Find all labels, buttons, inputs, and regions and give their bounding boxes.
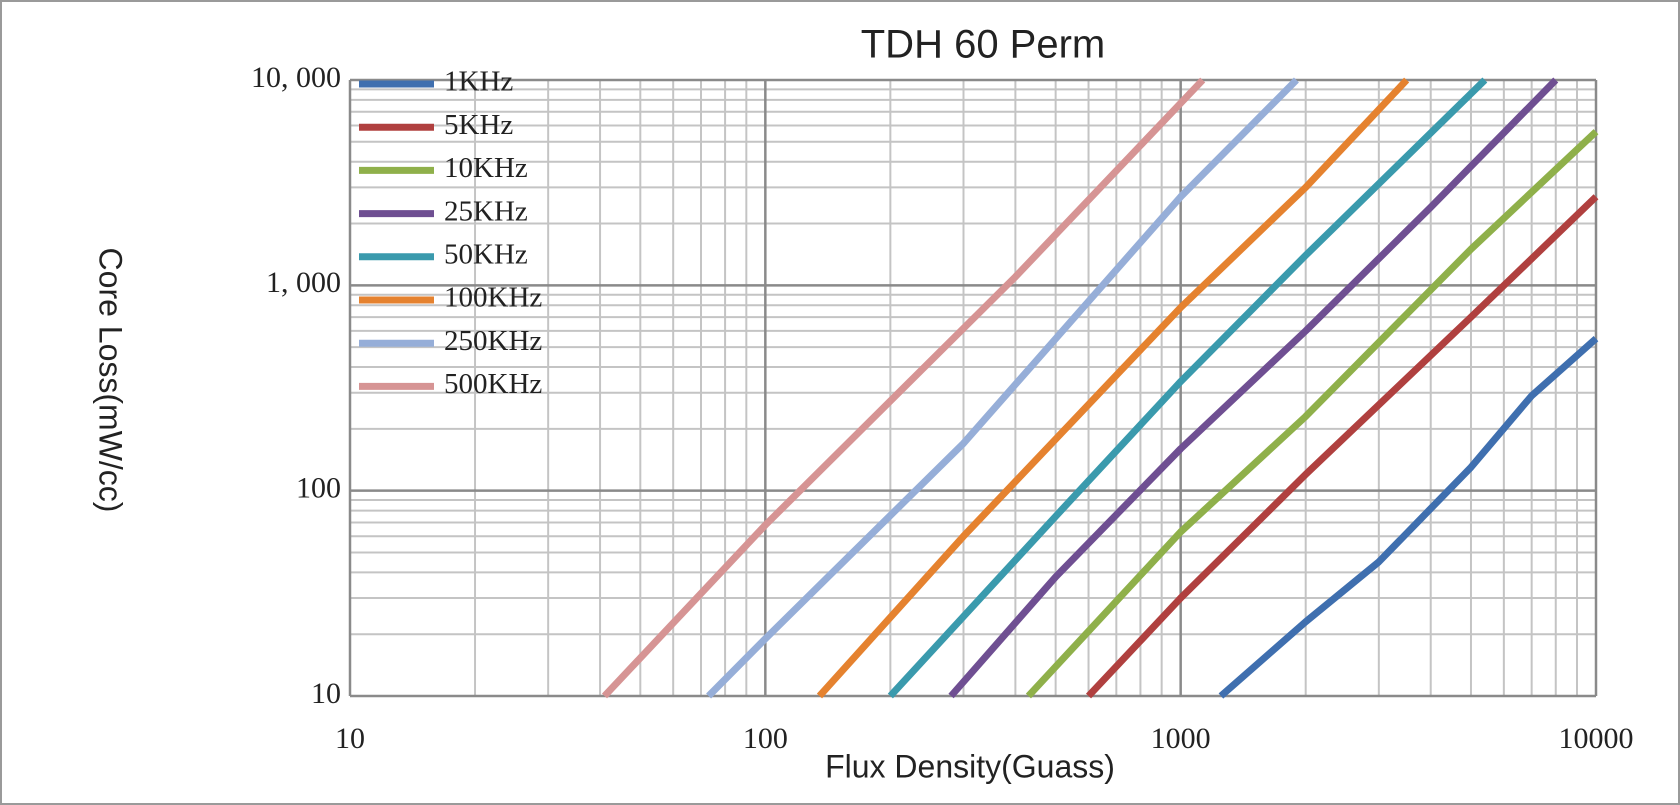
legend: 1KHz 5KHz 10KHz 25KHz 50KHz 100KHz 250KHz 500KH… xyxy=(359,66,542,400)
series-line xyxy=(1218,336,1599,699)
x-axis-label: Flux Density(Guass) xyxy=(825,748,1115,784)
legend-label: 10KHz xyxy=(444,152,528,184)
plot-lines xyxy=(601,77,1599,699)
x-tick-label: 1000 xyxy=(1151,722,1211,755)
series-line xyxy=(1025,129,1599,699)
y-axis-label: Core Loss(mW/cc) xyxy=(93,248,129,513)
series-line xyxy=(948,77,1559,699)
chart-title: TDH 60 Perm xyxy=(861,23,1106,67)
x-tick-label: 10 xyxy=(335,722,365,755)
series-line xyxy=(1085,194,1599,699)
series-line xyxy=(601,77,1206,699)
x-tick-label: 10000 xyxy=(1559,722,1634,755)
legend-label: 100KHz xyxy=(444,282,542,314)
series-line xyxy=(816,77,1410,699)
legend-label: 50KHz xyxy=(444,238,528,270)
y-tick-label: 10 xyxy=(311,677,341,710)
y-tick-label: 10, 000 xyxy=(251,61,341,94)
x-tick-label: 100 xyxy=(743,722,788,755)
legend-label: 250KHz xyxy=(444,325,542,357)
legend-label: 1KHz xyxy=(444,66,513,98)
y-tick-label: 100 xyxy=(296,472,341,505)
legend-label: 25KHz xyxy=(444,195,528,227)
legend-label: 5KHz xyxy=(444,109,513,141)
legend-label: 500KHz xyxy=(444,368,542,400)
series-line xyxy=(887,77,1488,699)
series-line xyxy=(706,77,1299,699)
y-tick-label: 1, 000 xyxy=(266,266,341,299)
